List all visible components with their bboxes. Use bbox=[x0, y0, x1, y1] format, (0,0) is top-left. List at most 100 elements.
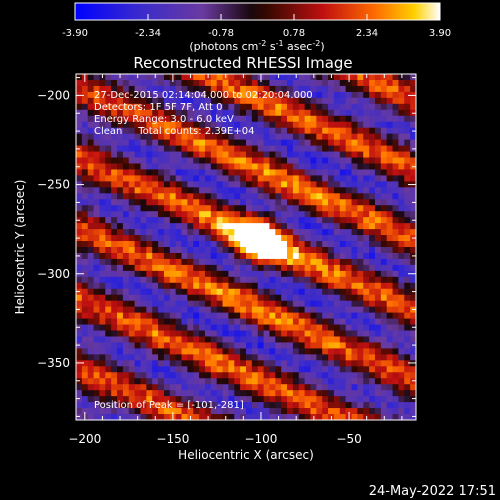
heatmap-cell bbox=[152, 282, 159, 290]
heatmap-cell bbox=[87, 217, 94, 224]
heatmap-cell bbox=[111, 241, 118, 248]
heatmap-cell bbox=[316, 97, 323, 105]
heatmap-cell bbox=[316, 384, 323, 391]
heatmap-cell bbox=[216, 288, 223, 296]
heatmap-cell bbox=[81, 342, 89, 349]
heatmap-cell bbox=[134, 217, 141, 224]
heatmap-cell bbox=[169, 366, 177, 373]
heatmap-cell bbox=[257, 360, 264, 367]
heatmap-cell bbox=[333, 312, 341, 319]
heatmap-cell bbox=[257, 223, 264, 230]
heatmap-cell bbox=[339, 139, 347, 146]
heatmap-cell bbox=[345, 169, 352, 176]
heatmap-cell bbox=[152, 306, 159, 314]
heatmap-cell bbox=[204, 252, 212, 260]
heatmap-cell bbox=[169, 348, 177, 355]
heatmap-cell bbox=[251, 390, 259, 397]
heatmap-cell bbox=[287, 348, 294, 355]
heatmap-cell bbox=[117, 247, 124, 254]
heatmap-cell bbox=[357, 258, 364, 266]
heatmap-cell bbox=[152, 258, 159, 266]
heatmap-cell bbox=[216, 390, 223, 397]
heatmap-cell bbox=[404, 151, 411, 158]
heatmap-cell bbox=[240, 127, 247, 135]
heatmap-cell bbox=[345, 354, 352, 361]
heatmap-cell bbox=[298, 252, 306, 260]
heatmap-cell bbox=[345, 235, 352, 242]
heatmap-cell bbox=[281, 348, 288, 355]
heatmap-cell bbox=[175, 318, 182, 325]
heatmap-cell bbox=[158, 151, 165, 158]
heatmap-cell bbox=[193, 264, 200, 272]
heatmap-cell bbox=[175, 336, 182, 343]
heatmap-cell bbox=[175, 264, 182, 272]
heatmap-cell bbox=[240, 235, 247, 242]
heatmap-cell bbox=[275, 276, 282, 284]
heatmap-cell bbox=[246, 318, 253, 325]
heatmap-cell bbox=[216, 229, 223, 236]
heatmap-cell bbox=[93, 235, 100, 242]
heatmap-cell bbox=[345, 276, 352, 284]
heatmap-cell bbox=[374, 330, 382, 337]
heatmap-cell bbox=[304, 360, 311, 367]
heatmap-cell bbox=[87, 109, 94, 117]
heatmap-cell bbox=[181, 145, 188, 152]
heatmap-cell bbox=[351, 181, 358, 188]
heatmap-cell bbox=[251, 97, 259, 105]
heatmap-cell bbox=[298, 241, 306, 248]
heatmap-cell bbox=[410, 139, 417, 146]
heatmap-cell bbox=[351, 300, 358, 308]
heatmap-cell bbox=[328, 360, 335, 367]
heatmap-cell bbox=[380, 306, 388, 314]
heatmap-cell bbox=[222, 91, 229, 99]
heatmap-cell bbox=[216, 115, 223, 123]
heatmap-cell bbox=[122, 402, 130, 409]
heatmap-cell bbox=[298, 264, 306, 272]
heatmap-cell bbox=[158, 229, 165, 236]
heatmap-cell bbox=[374, 74, 382, 81]
heatmap-cell bbox=[392, 390, 399, 397]
heatmap-cell bbox=[281, 145, 288, 152]
heatmap-cell bbox=[328, 139, 335, 146]
heatmap-cell bbox=[281, 241, 288, 248]
heatmap-cell bbox=[298, 115, 306, 123]
heatmap-cell bbox=[117, 205, 124, 212]
heatmap-cell bbox=[374, 127, 382, 135]
heatmap-cell bbox=[380, 258, 388, 266]
heatmap-cell bbox=[251, 157, 259, 164]
heatmap-cell bbox=[163, 348, 171, 355]
heatmap-cell bbox=[169, 306, 177, 314]
heatmap-cell bbox=[363, 217, 370, 224]
heatmap-cell bbox=[99, 324, 106, 331]
heatmap-cell bbox=[392, 199, 399, 206]
heatmap-cell bbox=[105, 324, 112, 331]
heatmap-cell bbox=[228, 300, 235, 308]
heatmap-cell bbox=[322, 151, 329, 158]
heatmap-cell bbox=[163, 354, 171, 361]
heatmap-cell bbox=[398, 79, 405, 87]
heatmap-cell bbox=[380, 276, 388, 284]
heatmap-cell bbox=[187, 390, 194, 397]
heatmap-cell bbox=[287, 74, 294, 81]
heatmap-cell bbox=[246, 175, 253, 182]
heatmap-cell bbox=[169, 300, 177, 308]
heatmap-cell bbox=[222, 199, 229, 206]
heatmap-cell bbox=[351, 163, 358, 170]
heatmap-cell bbox=[87, 360, 94, 367]
heatmap-cell bbox=[357, 348, 364, 355]
heatmap-cell bbox=[216, 276, 223, 284]
heatmap-cell bbox=[204, 205, 212, 212]
heatmap-cell bbox=[81, 151, 89, 158]
heatmap-cell bbox=[93, 157, 100, 164]
heatmap-cell bbox=[111, 366, 118, 373]
heatmap-cell bbox=[322, 378, 329, 385]
heatmap-cell bbox=[93, 247, 100, 254]
heatmap-cell bbox=[122, 169, 130, 176]
heatmap-cell bbox=[234, 109, 241, 117]
heatmap-cell bbox=[345, 217, 352, 224]
heatmap-cell bbox=[345, 396, 352, 403]
heatmap-cell bbox=[228, 127, 235, 135]
heatmap-cell bbox=[345, 181, 352, 188]
heatmap-cell bbox=[210, 414, 218, 421]
heatmap-cell bbox=[187, 199, 194, 206]
